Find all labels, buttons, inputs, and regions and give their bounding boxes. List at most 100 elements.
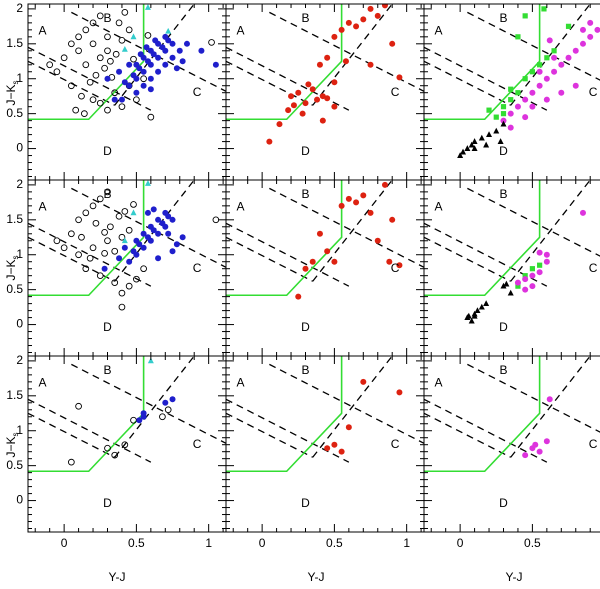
x-tick-label: 0: [259, 536, 266, 550]
data-point-open-circle: [89, 202, 97, 210]
x-tick-label: 1: [205, 536, 212, 550]
data-point-magenta: [572, 47, 579, 54]
data-point-blue: [155, 230, 162, 237]
data-point-open-circle: [111, 451, 119, 459]
dashed-boundary-line: [28, 236, 116, 282]
data-point-magenta: [543, 251, 550, 258]
data-point-open-circle: [68, 230, 75, 238]
data-point-red: [276, 121, 283, 128]
data-point-magenta: [546, 396, 553, 403]
data-point-red: [302, 265, 309, 272]
panel-r2-c0: A B C D 0 0.5 1 1.5 2 0 0.5 1: [6, 353, 227, 550]
data-point-open-circle: [53, 68, 61, 76]
data-point-blue: [130, 72, 137, 79]
data-point-open-circle: [111, 279, 119, 287]
data-point-magenta: [536, 249, 543, 256]
data-point-black-triangle: [468, 317, 475, 324]
data-point-open-circle: [60, 54, 68, 62]
panel-plot-area: [226, 356, 424, 473]
data-point-open-circle: [82, 61, 90, 69]
y-tick-label: 0: [16, 317, 23, 331]
dashed-boundary-line: [269, 187, 424, 268]
data-point-open-circle: [111, 89, 119, 97]
data-point-open-circle: [118, 36, 126, 44]
data-point-open-circle: [86, 78, 94, 86]
data-point-open-circle: [96, 12, 104, 20]
y-tick-label: 0.5: [6, 458, 23, 472]
data-point-magenta: [579, 209, 586, 216]
region-label-a: A: [38, 23, 46, 37]
x-tick-label: 0.5: [326, 536, 343, 550]
data-point-open-circle: [104, 188, 111, 196]
data-point-blue: [140, 410, 147, 417]
data-point-open-circle: [104, 106, 111, 114]
region-label-b: B: [499, 363, 507, 377]
data-point-open-circle: [46, 61, 54, 69]
data-point-blue: [126, 82, 133, 89]
region-label-d: D: [499, 144, 508, 158]
x-tick-label: 1: [403, 536, 410, 550]
data-point-magenta: [536, 448, 543, 455]
data-point-open-circle: [121, 208, 129, 215]
data-point-blue: [140, 230, 147, 237]
svg-text:J−Ks: J−Ks: [4, 432, 20, 457]
dashed-boundary-line: [28, 46, 152, 111]
y-tick-label: 1.5: [6, 36, 23, 50]
data-point-magenta: [543, 75, 550, 82]
region-label-d: D: [499, 320, 508, 334]
panel-plot-area: [226, 4, 424, 145]
data-point-blue: [130, 248, 137, 255]
data-point-open-circle: [104, 47, 111, 55]
region-label-a: A: [236, 23, 244, 37]
data-point-open-circle: [121, 441, 129, 449]
data-point-blue: [165, 230, 172, 237]
y-axis-label-row-0: J−Ks: [4, 80, 20, 105]
data-point-open-circle: [96, 99, 104, 107]
data-point-green-square: [515, 34, 521, 40]
data-point-blue: [147, 75, 154, 82]
region-label-c: C: [193, 85, 202, 99]
data-point-red: [295, 89, 302, 96]
data-point-blue: [101, 265, 108, 272]
data-point-blue: [155, 216, 162, 223]
data-point-blue: [111, 96, 118, 103]
data-point-open-circle: [96, 272, 104, 280]
dashed-boundary-line: [28, 398, 152, 463]
dashed-boundary-line: [424, 60, 512, 106]
data-point-red: [353, 23, 360, 30]
dashed-boundary-line: [28, 222, 152, 287]
data-point-magenta: [522, 276, 529, 283]
data-point-cyan-triangle: [121, 237, 128, 244]
data-point-magenta: [529, 103, 536, 110]
dashed-boundary-line: [226, 222, 350, 287]
data-point-open-circle: [118, 303, 126, 311]
panel-r0-c1: A B C D: [225, 3, 425, 181]
data-point-blue: [169, 40, 176, 47]
data-point-red: [386, 258, 393, 265]
data-point-open-circle: [118, 289, 126, 297]
data-point-red: [331, 103, 338, 110]
dashed-boundary-line: [510, 4, 591, 106]
data-point-open-circle: [140, 265, 147, 273]
data-point-open-circle: [75, 216, 82, 224]
data-point-blue: [136, 241, 143, 248]
x-axis-label-col-2: Y-J: [506, 570, 523, 584]
data-point-magenta: [522, 96, 529, 103]
region-label-a: A: [236, 199, 244, 213]
data-point-blue: [137, 51, 144, 58]
data-point-magenta: [507, 110, 514, 117]
data-point-open-circle: [147, 113, 155, 121]
dashed-boundary-line: [424, 398, 548, 463]
data-point-red: [324, 54, 331, 61]
data-point-black-triangle: [503, 280, 510, 287]
data-point-red: [331, 441, 338, 448]
data-point-blue: [159, 220, 166, 227]
data-point-red: [389, 40, 396, 47]
data-point-magenta: [587, 33, 594, 40]
y-axis-label-row-2: J−Ks: [4, 432, 20, 457]
dashed-boundary-line: [312, 180, 393, 282]
data-point-black-triangle: [497, 138, 504, 144]
data-point-open-circle: [208, 39, 215, 46]
data-point-open-circle: [140, 75, 147, 83]
data-point-black-triangle: [493, 127, 500, 134]
